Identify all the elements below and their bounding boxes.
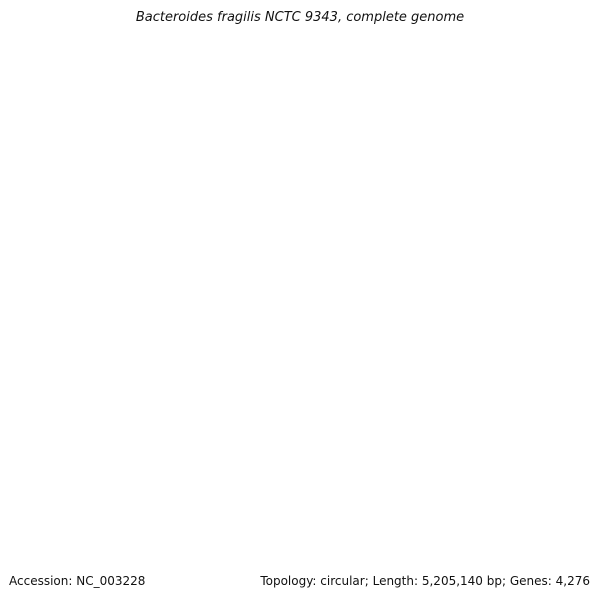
topology-value: circular <box>320 574 365 588</box>
accession-value: NC_003228 <box>76 574 146 588</box>
genome-title: Bacteroides fragilis NCTC 9343, complete… <box>135 10 465 25</box>
accession-info: Accession: NC_003228 <box>9 574 145 588</box>
length-value: 5,205,140 bp <box>421 574 502 588</box>
genes-label: Genes: <box>509 574 552 588</box>
accession-label: Accession: <box>9 574 73 588</box>
topology-label: Topology: <box>260 574 317 588</box>
genome-stats: Topology: circular; Length: 5,205,140 bp… <box>260 574 590 588</box>
genes-value: 4,276 <box>555 574 590 588</box>
length-label: Length: <box>372 574 419 588</box>
